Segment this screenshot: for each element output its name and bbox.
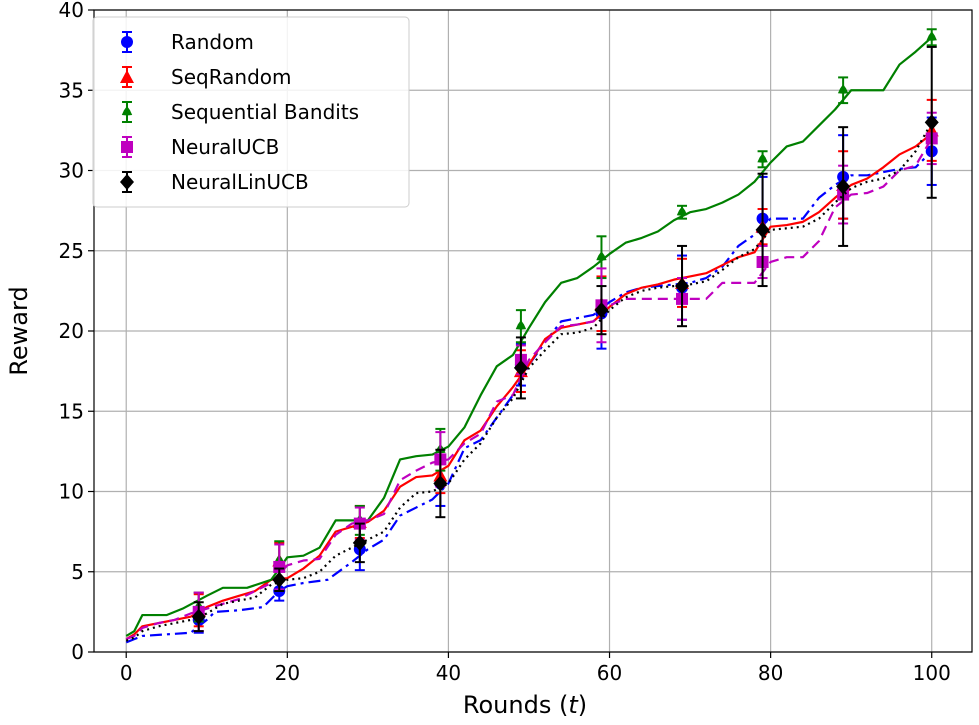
x-tick-label: 20 xyxy=(275,661,300,685)
legend-label: SeqRandom xyxy=(171,65,292,89)
data-point xyxy=(596,251,607,261)
series-line xyxy=(125,132,933,641)
legend-label: NeuralUCB xyxy=(171,135,279,159)
y-tick-label: 5 xyxy=(71,560,84,584)
x-axis-label: Rounds (t) xyxy=(463,691,587,719)
data-point xyxy=(926,31,937,41)
y-tick-label: 10 xyxy=(59,480,84,504)
y-axis-label: Reward xyxy=(5,286,33,375)
y-tick-label: 15 xyxy=(59,399,84,423)
legend-marker xyxy=(120,174,134,190)
x-tick-label: 0 xyxy=(120,661,133,685)
x-tick-label: 80 xyxy=(758,661,783,685)
y-tick-label: 20 xyxy=(59,319,84,343)
legend-label: NeuralLinUCB xyxy=(171,170,309,194)
legend-marker xyxy=(120,70,134,83)
data-point xyxy=(675,278,690,295)
data-point xyxy=(924,114,939,131)
data-point xyxy=(515,320,527,330)
series-line xyxy=(125,150,933,644)
y-tick-label: 25 xyxy=(59,239,84,263)
legend: Random SeqRandom Sequential Bandits NeuralU… xyxy=(92,16,410,208)
axis-ticks: 0 20 40 60 80 100 0 5 10 15 20 25 30 35 40 xyxy=(59,0,951,685)
series-line xyxy=(125,36,933,637)
series-neurallinucb xyxy=(125,45,939,642)
data-point xyxy=(757,153,768,163)
legend-label: Random xyxy=(171,30,254,54)
data-point xyxy=(191,608,206,625)
x-tick-label: 60 xyxy=(597,661,622,685)
legend-label: Sequential Bandits xyxy=(171,100,359,124)
data-point xyxy=(433,475,448,492)
data-point xyxy=(352,534,367,551)
data-point xyxy=(273,560,286,573)
series-layer xyxy=(125,28,939,644)
data-point xyxy=(513,359,528,376)
y-tick-label: 35 xyxy=(59,78,84,102)
data-point xyxy=(755,221,770,238)
data-point xyxy=(837,84,849,94)
data-point xyxy=(594,302,609,319)
series-line xyxy=(125,137,933,641)
data-point xyxy=(676,206,688,216)
y-tick-label: 30 xyxy=(59,159,84,183)
legend-marker xyxy=(121,141,133,153)
legend-marker xyxy=(121,106,133,116)
legend-marker xyxy=(121,36,133,48)
data-point xyxy=(836,178,851,195)
x-tick-label: 100 xyxy=(913,661,951,685)
x-tick-label: 40 xyxy=(436,661,461,685)
y-tick-label: 0 xyxy=(71,640,84,664)
legend-box xyxy=(92,16,410,208)
y-tick-label: 40 xyxy=(59,0,84,22)
data-point xyxy=(272,571,287,588)
